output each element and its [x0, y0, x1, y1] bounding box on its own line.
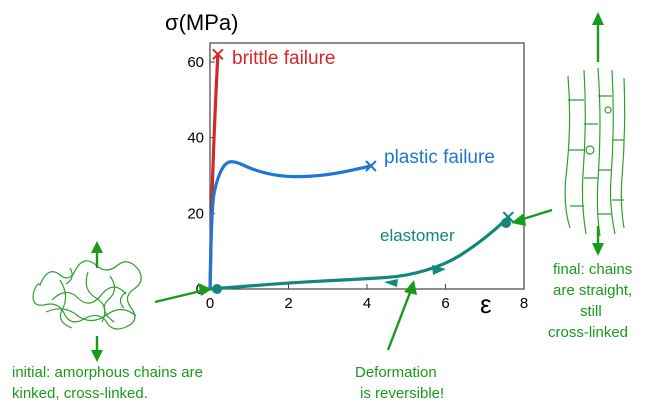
elastomer-start-dot — [212, 284, 222, 294]
x-axis-label: ε — [480, 289, 492, 319]
final-chain-network-icon — [564, 67, 626, 237]
elastomer-end-dot — [501, 218, 511, 228]
elastomer-forward-arrow — [432, 265, 446, 275]
final-pointer-arrow — [519, 208, 553, 222]
initial-note-line2: kinked, cross-linked. — [12, 385, 148, 402]
deformation-note-line1: Deformation — [355, 364, 437, 381]
y-axis-label: σ(MPa) — [165, 10, 238, 35]
x-tick-label: 0 — [206, 295, 214, 312]
y-tick-label: 40 — [187, 130, 204, 147]
deformation-pointer-arrow — [386, 289, 413, 351]
brittle-failure-end-marker — [212, 48, 224, 61]
final-note-line1: final: chains — [553, 261, 632, 278]
final-note-line2: are straight, — [553, 282, 632, 299]
x-tick-label: 2 — [284, 295, 292, 312]
initial-chain-network-icon — [32, 260, 142, 330]
plastic-failure-end-marker — [365, 160, 377, 172]
plastic-failure-curve — [208, 160, 373, 291]
x-tick-label: 8 — [520, 295, 528, 312]
x-tick-label: 4 — [363, 295, 371, 312]
initial-stretch-arrow-icon — [91, 241, 103, 362]
initial-pointer-arrow — [154, 288, 206, 304]
final-note-line4: cross-linked — [548, 324, 628, 341]
pointer-arrows — [154, 208, 553, 351]
deformation-note-line2: is reversible! — [360, 385, 444, 402]
y-tick-label: 60 — [187, 54, 204, 71]
elastomer-label: elastomer — [380, 226, 455, 245]
elastomer-return-arrow — [384, 279, 398, 287]
plastic-failure-label: plastic failure — [384, 147, 495, 168]
elastomer-curve — [208, 215, 510, 291]
brittle-failure-label: brittle failure — [232, 48, 336, 69]
final-note-line3: still — [580, 303, 602, 320]
x-tick-label: 6 — [441, 295, 449, 312]
final-stretch-arrow-icon — [592, 12, 604, 256]
initial-note-line1: initial: amorphous chains are — [12, 364, 203, 381]
y-tick-label: 20 — [187, 205, 204, 222]
